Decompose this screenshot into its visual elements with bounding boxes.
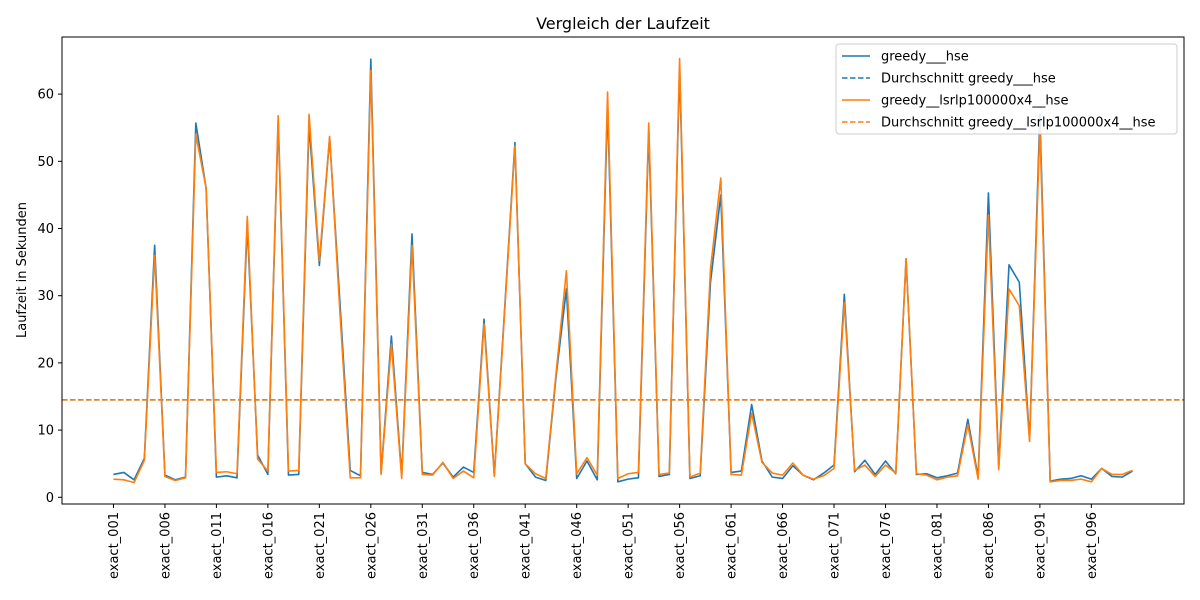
chart-title: Vergleich der Laufzeit [536,14,710,33]
series-lines [113,57,1133,484]
x-tick-label: exact_076 [879,512,894,579]
y-tick-label: 50 [37,155,54,170]
x-tick-label: exact_056 [673,512,688,579]
x-tick-label: exact_071 [828,512,843,579]
x-tick-label: exact_001 [107,512,122,579]
legend-label: Durchschnitt greedy___hse [881,72,1056,87]
y-tick-label: 10 [37,424,54,439]
x-tick-label: exact_031 [416,512,431,579]
x-tick-label: exact_021 [313,512,328,579]
x-tick-label: exact_061 [725,512,740,579]
x-tick-label: exact_051 [622,512,637,579]
x-tick-label: exact_036 [467,512,482,579]
y-tick-label: 20 [37,356,54,371]
series-line-1 [113,57,1133,484]
x-tick-label: exact_046 [570,512,585,579]
y-tick-label: 40 [37,222,54,237]
x-tick-label: exact_026 [364,512,379,579]
y-tick-label: 60 [37,88,54,103]
plot-frame [61,36,1185,505]
x-tick-label: exact_011 [210,512,225,579]
legend-label: Durchschnitt greedy__lsrlp100000x4__hse [881,116,1155,131]
x-tick-label: exact_016 [261,512,276,579]
y-axis-label: Laufzeit in Sekunden [15,202,30,338]
legend-box [835,43,1178,135]
x-tick-label: exact_066 [776,512,791,579]
legend: greedy___hse Durchschnitt greedy___hsegre… [835,43,1178,135]
y-axis: 0 10 20 30 40 50 60 [37,88,62,506]
x-tick-label: exact_006 [158,512,173,579]
x-tick-label: exact_041 [519,512,534,579]
legend-label: greedy___hse [881,50,969,65]
y-tick-label: 0 [46,491,54,506]
legend-label: greedy__lsrlp100000x4__hse [881,94,1068,109]
y-tick-label: 30 [37,289,54,304]
x-axis: exact_001 exact_006 exact_011 exact_016 exac… [107,504,1100,579]
x-tick-label: exact_096 [1085,512,1100,579]
x-tick-label: exact_091 [1033,512,1048,579]
x-tick-label: exact_086 [982,512,997,579]
x-tick-label: exact_081 [930,512,945,579]
